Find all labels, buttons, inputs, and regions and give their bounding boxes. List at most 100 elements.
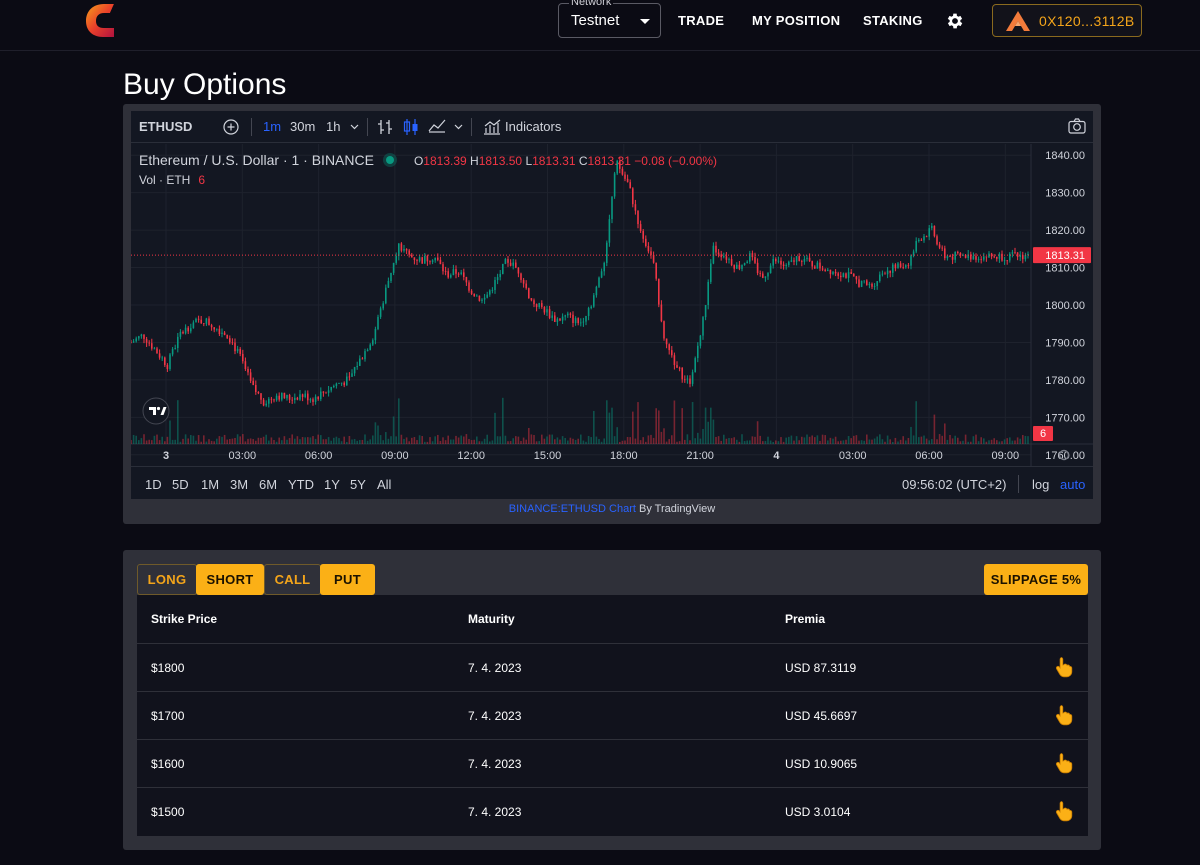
- candle-body: [730, 259, 733, 266]
- volume-bar: [486, 434, 488, 444]
- volume-bar: [1011, 440, 1014, 444]
- volume-bar: [717, 436, 720, 444]
- candle-body: [795, 256, 798, 262]
- volume-bar: [990, 439, 993, 444]
- interval-1h[interactable]: 1h: [326, 119, 341, 134]
- candle-body: [923, 236, 925, 241]
- candle-body: [902, 267, 904, 268]
- table-row[interactable]: $1600 7. 4. 2023 USD 10.9065: [137, 739, 1088, 787]
- volume-bar: [530, 434, 533, 444]
- y-tick-label: 1760.00: [1045, 450, 1085, 462]
- candle-body: [229, 338, 231, 343]
- nav-trade[interactable]: TRADE: [678, 13, 725, 28]
- chart-clock[interactable]: 09:56:02 (UTC+2): [902, 477, 1007, 492]
- range-1m[interactable]: 1M: [201, 477, 220, 492]
- candle-body: [871, 283, 873, 287]
- volume-bar: [151, 440, 153, 444]
- call-toggle[interactable]: CALL: [264, 564, 321, 595]
- buy-hand-pointer-icon[interactable]: [1055, 704, 1073, 726]
- chart-settings-icon[interactable]: [1058, 449, 1070, 461]
- symbol-search[interactable]: ETHUSD: [139, 119, 193, 134]
- interval-1m[interactable]: 1m: [263, 119, 282, 134]
- range-5d[interactable]: 5D: [172, 477, 189, 492]
- tradingview-credit: BINANCE:ETHUSD Chart By TradingView: [123, 503, 1101, 515]
- area-style-icon[interactable]: [428, 119, 446, 133]
- gear-icon[interactable]: [945, 11, 965, 31]
- candle-body: [775, 258, 777, 262]
- volume-bar: [772, 441, 774, 444]
- price-chart[interactable]: 1840.00 1830.00 1820.00 1810.00 1800.00 1790.…: [131, 144, 1093, 466]
- candle-body: [216, 328, 218, 330]
- candle-body: [837, 273, 839, 276]
- candle-body: [548, 309, 551, 318]
- candle-body: [941, 247, 943, 249]
- range-ytd[interactable]: YTD: [288, 477, 314, 492]
- candle-body: [551, 315, 553, 318]
- candle-body: [725, 256, 728, 260]
- candle-body: [650, 251, 652, 255]
- range-1y[interactable]: 1Y: [324, 477, 340, 492]
- chevron-down-icon[interactable]: [350, 124, 359, 130]
- short-toggle[interactable]: SHORT: [196, 564, 264, 595]
- range-5y[interactable]: 5Y: [350, 477, 366, 492]
- candle-body: [387, 280, 390, 288]
- candle-body: [187, 327, 189, 332]
- tradingview-chart-link[interactable]: BINANCE:ETHUSD Chart: [508, 503, 636, 515]
- indicators-icon[interactable]: [483, 119, 501, 135]
- buy-hand-pointer-icon[interactable]: [1055, 656, 1073, 678]
- range-1d[interactable]: 1D: [145, 477, 162, 492]
- table-row[interactable]: $1800 7. 4. 2023 USD 87.3119: [137, 643, 1088, 691]
- candle-body: [260, 393, 262, 400]
- candle-body: [832, 271, 834, 275]
- candle-body: [135, 338, 137, 342]
- buy-hand-pointer-icon[interactable]: [1055, 752, 1073, 774]
- candle-body: [694, 358, 696, 373]
- candle-body: [673, 355, 676, 366]
- slippage-button[interactable]: SLIPPAGE 5%: [984, 564, 1088, 595]
- range-3m[interactable]: 3M: [230, 477, 249, 492]
- network-select[interactable]: Network Testnet: [558, 0, 661, 38]
- table-row[interactable]: $1500 7. 4. 2023 USD 3.0104: [137, 787, 1088, 835]
- put-toggle[interactable]: PUT: [320, 564, 375, 595]
- bar-style-icon[interactable]: [377, 118, 393, 136]
- camera-icon[interactable]: [1068, 118, 1086, 134]
- table-row[interactable]: $1700 7. 4. 2023 USD 45.6697: [137, 691, 1088, 739]
- volume-bar: [668, 439, 670, 444]
- volume-bar: [572, 438, 574, 444]
- candle-style-icon[interactable]: [403, 118, 419, 136]
- volume-bar: [619, 441, 621, 444]
- volume-bar: [213, 441, 215, 444]
- chevron-down-icon[interactable]: [454, 124, 463, 130]
- volume-bar: [426, 441, 429, 444]
- volume-bar: [829, 437, 832, 444]
- volume-bar: [364, 434, 366, 444]
- indicators-button[interactable]: Indicators: [505, 119, 562, 134]
- wallet-avatar-icon: [1006, 11, 1030, 31]
- long-toggle[interactable]: LONG: [137, 564, 197, 595]
- buy-hand-pointer-icon[interactable]: [1055, 800, 1073, 822]
- nav-my-position[interactable]: MY POSITION: [752, 13, 841, 28]
- compare-plus-icon[interactable]: [223, 119, 239, 135]
- range-6m[interactable]: 6M: [259, 477, 278, 492]
- chart-area[interactable]: 1840.00 1830.00 1820.00 1810.00 1800.00 1790.…: [131, 144, 1093, 466]
- auto-scale-toggle[interactable]: auto: [1060, 477, 1086, 492]
- volume-bar: [447, 435, 449, 444]
- volume-bar: [970, 441, 972, 444]
- tradingview-logo-icon[interactable]: [142, 397, 170, 425]
- volume-bar: [522, 437, 525, 444]
- volume-bar: [291, 434, 293, 444]
- strike-cell: $1700: [151, 709, 185, 723]
- wallet-button[interactable]: 0X120...3112B: [992, 4, 1142, 37]
- app-logo-icon[interactable]: [84, 0, 120, 38]
- candle-body: [665, 338, 668, 345]
- nav-staking[interactable]: STAKING: [863, 13, 923, 28]
- candle-body: [671, 350, 673, 356]
- candle-body: [915, 240, 917, 252]
- range-all[interactable]: All: [377, 477, 392, 492]
- log-scale-toggle[interactable]: log: [1032, 477, 1050, 492]
- volume-bar: [442, 437, 444, 444]
- candle-body: [226, 334, 228, 339]
- last-price-label: 1813.31: [1045, 250, 1085, 262]
- interval-30m[interactable]: 30m: [290, 119, 316, 134]
- volume-bar: [811, 435, 813, 444]
